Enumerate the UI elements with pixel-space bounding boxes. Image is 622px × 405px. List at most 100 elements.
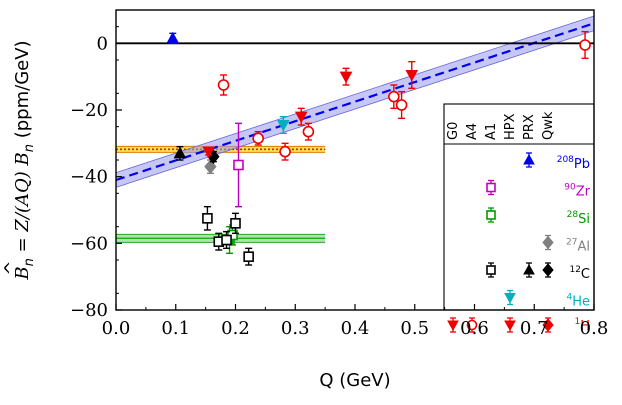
- y-tick-label-4: −80: [70, 300, 108, 321]
- series-zr: [233, 122, 244, 208]
- legend-marker: [542, 318, 554, 332]
- y-axis-label-eq: = Z/(AQ) B: [12, 152, 33, 258]
- legend-mass-pb: 208: [557, 155, 574, 165]
- legend-element-he: He: [572, 295, 590, 310]
- series-c-hpx: [173, 145, 187, 161]
- series-he: [276, 115, 290, 135]
- data-point-0: [166, 31, 180, 44]
- legend-marker: [542, 263, 554, 277]
- legend-col-hpx: HPX: [503, 113, 518, 140]
- data-point-0: [173, 146, 187, 159]
- legend-entry-7: [504, 289, 516, 306]
- legend-element-h: H: [580, 319, 590, 334]
- data-point-0: [202, 146, 215, 159]
- y-axis-label-units: (ppm/GeV): [12, 40, 33, 144]
- data-point-2: [279, 145, 291, 158]
- legend-label-he: 4He: [566, 293, 590, 310]
- legend-marker: [486, 210, 496, 220]
- legend-mass-si: 28: [567, 210, 579, 220]
- legend-label-h: 1H: [574, 317, 590, 334]
- y-axis-label-hat: ^: [1, 260, 22, 275]
- y-tick-label-0: 0: [97, 33, 108, 54]
- x-axis-label: Q (GeV): [319, 370, 390, 391]
- legend-label-zr: 90Zr: [564, 183, 590, 200]
- legend-entry-1: [486, 179, 496, 196]
- legend-element-zr: Zr: [576, 185, 591, 200]
- legend-entry-0: [523, 152, 535, 168]
- legend-label-c: 12C: [569, 265, 590, 282]
- data-point-2: [339, 71, 353, 84]
- x-tick-label-6: 0.6: [460, 318, 489, 339]
- y-axis-label-b: B: [12, 266, 33, 280]
- x-tick-label-0: 0.0: [102, 318, 131, 339]
- legend-marker: [504, 320, 516, 332]
- legend-entry-8: [447, 317, 459, 333]
- legend-entry-3: [542, 234, 554, 251]
- x-tick-label-3: 0.3: [281, 318, 310, 339]
- x-tick-label-7: 0.7: [520, 318, 549, 339]
- data-point-0: [276, 120, 290, 132]
- y-axis-label-sub2: n: [22, 144, 37, 152]
- data-point-6: [579, 39, 591, 51]
- legend-entry-5: [523, 262, 535, 278]
- legend-marker: [523, 263, 535, 275]
- legend-label-al: 27Al: [566, 238, 590, 255]
- legend-label-pb: 208Pb: [557, 155, 590, 172]
- y-axis-label: Bn = Z/(AQ) Bn (ppm/GeV): [12, 40, 37, 280]
- x-tick-label-5: 0.5: [400, 318, 429, 339]
- y-axis-label-sub: n: [22, 258, 37, 266]
- legend-element-al: Al: [577, 240, 590, 255]
- data-point-3: [405, 70, 419, 82]
- y-tick-label-3: −60: [70, 233, 108, 254]
- legend-marker: [486, 265, 496, 275]
- data-point-5: [395, 99, 408, 111]
- legend-col-qwk: Qwk: [541, 111, 556, 140]
- y-tick-label-2: −40: [70, 167, 108, 188]
- legend-label-si: 28Si: [567, 210, 590, 227]
- data-point-2: [221, 234, 232, 246]
- legend-entry-11: [542, 317, 554, 333]
- legend-mass-c: 12: [569, 265, 580, 275]
- legend-marker: [447, 320, 459, 332]
- legend-marker: [542, 235, 554, 250]
- legend-marker: [523, 153, 535, 165]
- data-point-0: [217, 79, 230, 91]
- axis-ticks: 0.0 0.1 0.2 0.3 0.4 0.5 0.6 0.7 0.8 0 −20 −40 −60 −80: [70, 26, 609, 339]
- data-point-3: [230, 218, 241, 229]
- legend-col-a1: A1: [484, 123, 499, 140]
- x-tick-label-2: 0.2: [221, 318, 250, 339]
- data-point-0: [202, 213, 213, 224]
- data-point-0: [233, 159, 244, 171]
- legend-mass-he: 4: [566, 293, 572, 303]
- legend-marker: [504, 293, 516, 304]
- data-point-3: [302, 125, 315, 138]
- legend-col-a4: A4: [465, 123, 480, 140]
- legend-marker: [466, 319, 478, 331]
- legend-mass-al: 27: [566, 238, 577, 248]
- legend-element-c: C: [581, 267, 590, 282]
- legend-col-prx: PRX: [522, 114, 537, 140]
- fit-line-group: [115, 15, 595, 188]
- data-point-4: [243, 251, 254, 262]
- x-tick-label-8: 0.8: [580, 318, 609, 339]
- legend-element-pb: Pb: [574, 157, 590, 172]
- legend-entry-10: [504, 317, 516, 333]
- legend-element-si: Si: [578, 212, 590, 227]
- data-point-4: [388, 90, 400, 103]
- fit-band-edge-bot: [115, 30, 595, 188]
- fit-band: [116, 16, 594, 188]
- legend-entry-6: [542, 262, 554, 278]
- fit-band-edge-top: [115, 15, 595, 174]
- legend-marker: [486, 182, 496, 193]
- legend-entry-2: [486, 207, 496, 223]
- data-point-1: [252, 132, 265, 145]
- legend-entry-4: [486, 262, 496, 278]
- legend-entry-9: [466, 317, 478, 333]
- x-tick-label-1: 0.1: [161, 318, 190, 339]
- x-tick-label-4: 0.4: [341, 318, 370, 339]
- legend-mass-zr: 90: [564, 183, 576, 193]
- series-pb: [166, 31, 180, 45]
- data-point-1: [294, 111, 308, 124]
- legend-col-g0: G0: [446, 122, 461, 140]
